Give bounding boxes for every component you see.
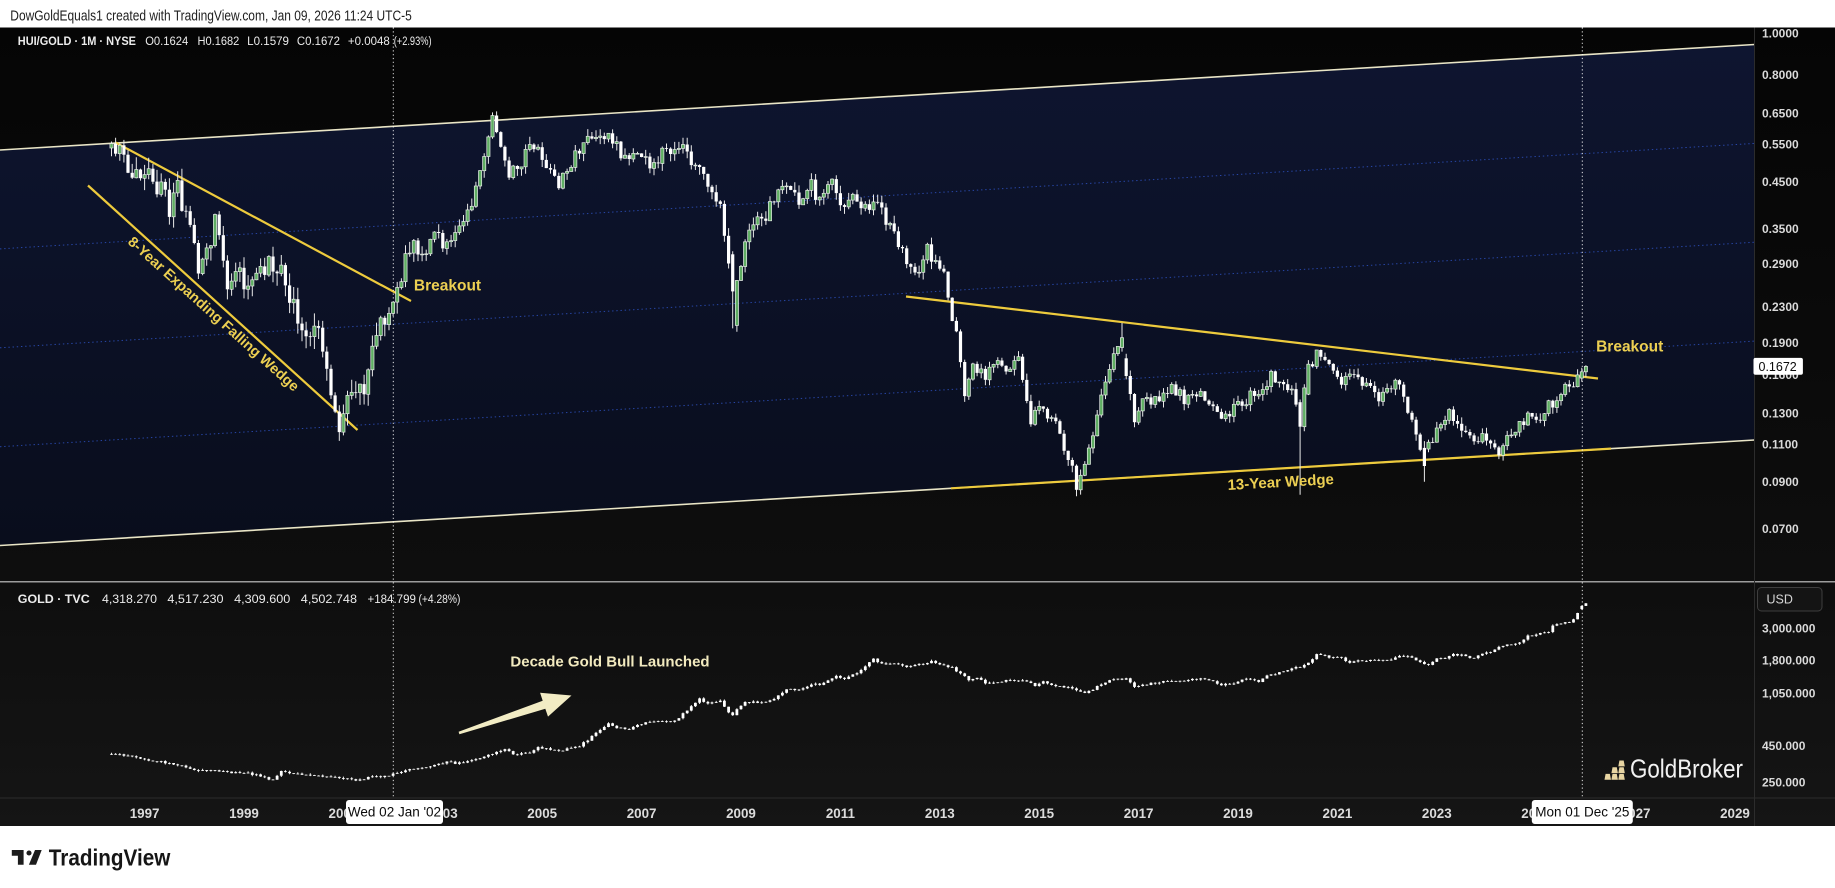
- svg-text:0.1672: 0.1672: [1759, 360, 1797, 374]
- svg-text:GOLD · TVC: GOLD · TVC: [18, 594, 90, 606]
- svg-text:2017: 2017: [1124, 806, 1154, 821]
- svg-text:GoldBroker: GoldBroker: [1630, 754, 1743, 784]
- svg-text:2005: 2005: [527, 806, 557, 821]
- svg-text:H0.1682: H0.1682: [198, 36, 240, 48]
- svg-text:C0.1672: C0.1672: [297, 36, 340, 48]
- svg-text:USD: USD: [1767, 593, 1793, 607]
- svg-text:3,000.000: 3,000.000: [1762, 622, 1816, 636]
- svg-text:2019: 2019: [1223, 806, 1253, 821]
- svg-text:Wed 02 Jan '02: Wed 02 Jan '02: [348, 805, 441, 820]
- svg-text:0.2300: 0.2300: [1762, 300, 1799, 314]
- svg-text:Breakout: Breakout: [1596, 339, 1663, 356]
- svg-text:0.1300: 0.1300: [1762, 407, 1799, 421]
- svg-text:+184.799: +184.799: [368, 594, 416, 606]
- svg-text:TradingView: TradingView: [49, 845, 171, 871]
- svg-text:4,309.600: 4,309.600: [234, 594, 290, 606]
- svg-text:0.0700: 0.0700: [1762, 522, 1799, 536]
- svg-text:0.1100: 0.1100: [1762, 438, 1798, 452]
- svg-text:2023: 2023: [1422, 806, 1452, 821]
- svg-text:DowGoldEquals1 created with Tr: DowGoldEquals1 created with TradingView.…: [10, 9, 412, 25]
- svg-text:L0.1579: L0.1579: [247, 36, 289, 48]
- svg-text:4,517.230: 4,517.230: [167, 594, 223, 606]
- svg-text:2011: 2011: [826, 806, 856, 821]
- svg-text:(+2.93%): (+2.93%): [394, 36, 432, 48]
- svg-text:2029: 2029: [1720, 806, 1750, 821]
- svg-text:1,050.000: 1,050.000: [1762, 687, 1816, 701]
- svg-text:0.0900: 0.0900: [1762, 475, 1799, 489]
- svg-text:1.0000: 1.0000: [1762, 26, 1799, 40]
- svg-text:0.2900: 0.2900: [1762, 257, 1799, 271]
- svg-text:Decade Gold Bull Launched: Decade Gold Bull Launched: [510, 654, 709, 671]
- svg-text:0.1900: 0.1900: [1762, 336, 1799, 350]
- svg-text:4,502.748: 4,502.748: [301, 594, 357, 606]
- svg-text:0.4500: 0.4500: [1762, 175, 1799, 189]
- svg-text:0.3500: 0.3500: [1762, 222, 1799, 236]
- svg-text:+0.0048: +0.0048: [348, 36, 390, 48]
- svg-text:2015: 2015: [1024, 806, 1054, 821]
- svg-text:250.000: 250.000: [1762, 775, 1806, 789]
- svg-text:13-Year Wedge: 13-Year Wedge: [1227, 471, 1334, 494]
- svg-text:0.6500: 0.6500: [1762, 107, 1799, 121]
- svg-text:450.000: 450.000: [1762, 739, 1806, 753]
- svg-text:O0.1624: O0.1624: [145, 36, 189, 48]
- svg-text:2013: 2013: [925, 806, 955, 821]
- svg-text:1,800.000: 1,800.000: [1762, 653, 1816, 667]
- svg-text:Mon 01 Dec '25: Mon 01 Dec '25: [1535, 805, 1629, 820]
- svg-text:1997: 1997: [130, 806, 160, 821]
- svg-text:4,318.270: 4,318.270: [102, 594, 157, 606]
- svg-text:Breakout: Breakout: [414, 278, 481, 295]
- svg-text:2009: 2009: [726, 806, 756, 821]
- svg-text:0.8000: 0.8000: [1762, 68, 1799, 82]
- svg-text:1999: 1999: [229, 806, 259, 821]
- svg-text:HUI/GOLD · 1M · NYSE: HUI/GOLD · 1M · NYSE: [18, 36, 137, 48]
- svg-text:2021: 2021: [1323, 806, 1353, 821]
- svg-text:0.5500: 0.5500: [1762, 138, 1799, 152]
- svg-text:(+4.28%): (+4.28%): [419, 594, 461, 606]
- svg-text:2007: 2007: [627, 806, 657, 821]
